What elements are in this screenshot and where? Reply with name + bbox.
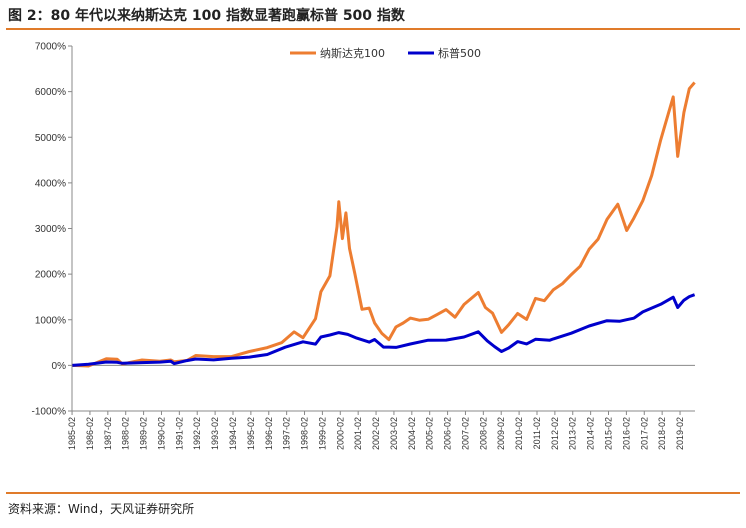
y-tick-label: 5000% xyxy=(35,133,66,144)
y-tick-label: 2000% xyxy=(35,270,66,281)
x-tick-label: 2007-02 xyxy=(460,417,470,450)
source-note: 资料来源：Wind，天风证券研究所 xyxy=(8,502,195,516)
legend-label: 纳斯达克100 xyxy=(320,47,385,60)
x-tick-label: 1992-02 xyxy=(192,417,202,450)
x-tick-label: 1985-02 xyxy=(67,417,77,450)
x-tick-label: 1988-02 xyxy=(121,417,131,450)
x-tick-label: 2019-02 xyxy=(675,417,685,450)
top-rule xyxy=(6,28,740,30)
x-tick-label: 2014-02 xyxy=(586,417,596,450)
x-tick-label: 2016-02 xyxy=(621,417,631,450)
x-tick-label: 2011-02 xyxy=(532,417,542,449)
y-tick-label: 0% xyxy=(52,361,67,372)
series-line-sp500 xyxy=(72,293,696,367)
x-tick-label: 2006-02 xyxy=(443,417,453,450)
x-tick-label: 2012-02 xyxy=(550,417,560,450)
x-tick-label: 1986-02 xyxy=(85,417,95,450)
y-tick-label: 6000% xyxy=(35,87,66,98)
x-tick-label: 1991-02 xyxy=(174,417,184,450)
y-tick-label: 1000% xyxy=(35,315,66,326)
series-line-nasdaq100 xyxy=(72,81,696,368)
y-tick-label: 7000% xyxy=(35,42,66,53)
x-tick-label: 1999-02 xyxy=(317,417,327,450)
x-tick-label: 1987-02 xyxy=(103,417,113,450)
series-lines xyxy=(72,81,696,368)
x-tick-label: 1996-02 xyxy=(264,417,274,450)
bottom-rule xyxy=(6,492,740,494)
x-tick-label: 2003-02 xyxy=(389,417,399,450)
x-tick-label: 1997-02 xyxy=(282,417,292,450)
chart: -1000% 0% 1000% 2000% 3000% 4000% 5000% 6000% 70… xyxy=(32,42,696,450)
x-tick-label: 2018-02 xyxy=(657,417,667,450)
x-tick-label: 2010-02 xyxy=(514,417,524,450)
x-axis: 1985-02 1986-02 1987-02 1988-02 1989-02 1990-… xyxy=(67,364,695,450)
x-tick-label: 2002-02 xyxy=(371,417,381,450)
legend: 纳斯达克100 标普500 xyxy=(290,46,481,60)
chart-title: 图 2：80 年代以来纳斯达克 100 指数显著跑赢标普 500 指数 xyxy=(8,8,405,24)
y-tick-label: 3000% xyxy=(35,224,66,235)
x-tick-label: 1995-02 xyxy=(246,417,256,450)
x-tick-label: 2017-02 xyxy=(639,417,649,450)
y-tick-label: -1000% xyxy=(32,407,67,418)
x-tick-label: 1990-02 xyxy=(156,417,166,450)
x-tick-label: 2008-02 xyxy=(478,417,488,450)
y-axis: -1000% 0% 1000% 2000% 3000% 4000% 5000% 6000% 70… xyxy=(32,42,73,418)
legend-label: 标普500 xyxy=(438,46,481,60)
x-tick-label: 1993-02 xyxy=(210,417,220,450)
x-tick-label: 2004-02 xyxy=(407,417,417,450)
x-tick-label: 2001-02 xyxy=(353,417,363,450)
x-tick-label: 1989-02 xyxy=(139,417,149,450)
x-tick-label: 2009-02 xyxy=(496,417,506,450)
x-tick-label: 1998-02 xyxy=(300,417,310,450)
x-tick-label: 2000-02 xyxy=(335,417,345,450)
x-tick-label: 1994-02 xyxy=(228,417,238,450)
x-tick-label: 2005-02 xyxy=(425,417,435,450)
x-tick-label: 2015-02 xyxy=(604,417,614,450)
y-tick-label: 4000% xyxy=(35,178,66,189)
x-tick-label: 2013-02 xyxy=(568,417,578,450)
